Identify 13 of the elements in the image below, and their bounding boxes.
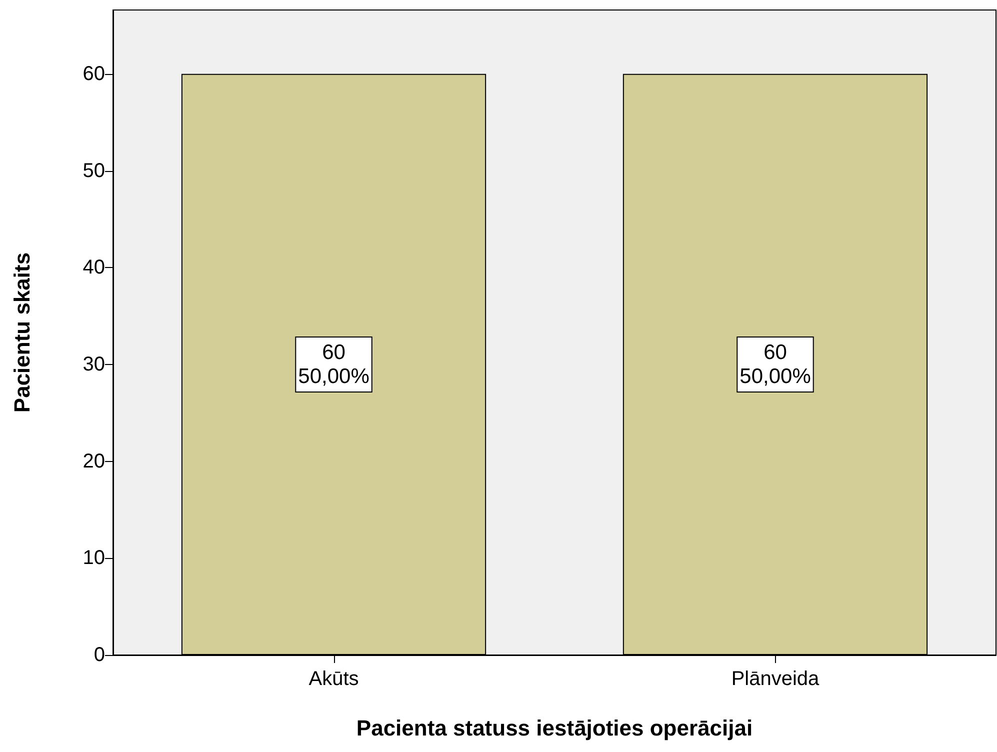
y-tick-label: 0: [94, 644, 105, 666]
x-tick-label: Akūts: [308, 668, 359, 690]
y-tick-label: 20: [82, 450, 105, 472]
y-tick-label: 40: [82, 256, 105, 279]
y-tick-label: 30: [82, 353, 105, 376]
data-label: 60 50,00%: [298, 340, 370, 388]
x-axis-title: Pacienta statuss iestājoties operācijai: [356, 716, 753, 740]
y-tick-label: 50: [82, 160, 105, 182]
x-tick-label: Plānveida: [731, 668, 820, 690]
y-tick-label: 10: [82, 547, 105, 570]
y-tick-label: 60: [82, 62, 105, 85]
data-label: 60 50,00%: [740, 340, 811, 388]
y-axis-title: Pacientu skaits: [10, 252, 34, 413]
